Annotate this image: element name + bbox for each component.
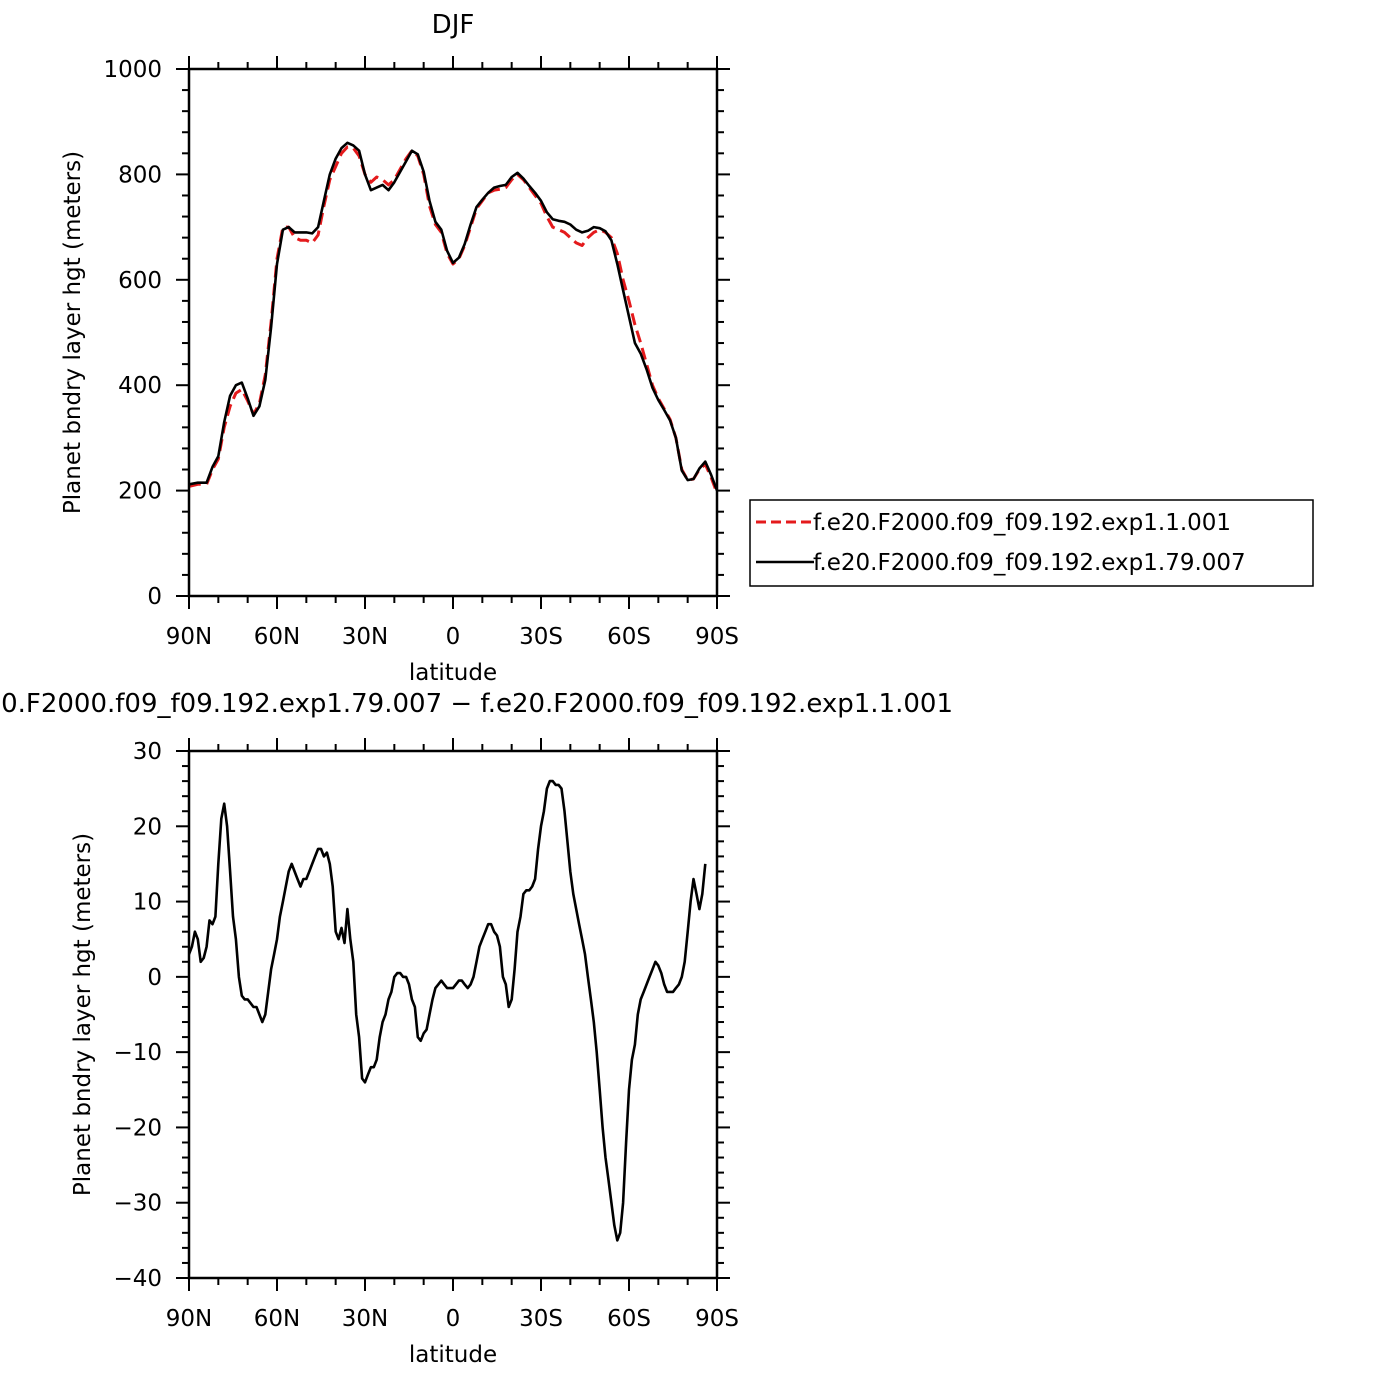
x-tick-label: 0 [446,624,461,650]
y-tick-label: 30 [133,739,162,765]
ticks [176,56,730,609]
y-tick-label: −20 [113,1115,162,1141]
chart-top: DJF 90N 60N 30N 0 30S 60S 90S 0 200 400 600 800 1000 l… [60,10,739,686]
series-line-0 [189,145,717,494]
y-tick-label: 1000 [103,57,162,83]
x-tick-label: 30N [342,1306,388,1332]
y-tick-label: 20 [133,814,162,840]
ticks [176,738,730,1291]
chart-title: f.e20.F2000.f09_f09.192.exp1.79.007 − f.… [0,689,953,719]
plot-area [189,141,717,494]
x-tick-label: 90S [695,1306,739,1332]
x-tick-label: 60N [254,1306,300,1332]
x-tick-label: 60S [607,1306,651,1332]
x-tick-label: 30N [342,624,388,650]
x-tick-label: 90S [695,624,739,650]
y-tick-label: 600 [118,268,162,294]
y-tick-label: −30 [113,1191,162,1217]
y-tick-label: 10 [133,890,162,916]
y-tick-label: −40 [113,1266,162,1292]
x-tick-label: 60S [607,624,651,650]
chart-title: DJF [432,10,475,40]
y-tick-label: −10 [113,1040,162,1066]
x-tick-label: 0 [446,1306,461,1332]
x-axis-label: latitude [409,1342,497,1368]
y-tick-label: 0 [147,965,162,991]
y-tick-label: 200 [118,479,162,505]
y-axis-label: Planet bndry layer hgt (meters) [70,833,96,1196]
y-axis-label: Planet bndry layer hgt (meters) [60,151,86,514]
series-line-1 [189,141,717,492]
plot-area [189,779,707,1242]
legend-box [749,499,1314,587]
legend-label-1: f.e20.F2000.f09_f09.192.exp1.79.007 [813,550,1246,576]
x-tick-label: 90N [166,1306,212,1332]
legend: f.e20.F2000.f09_f09.192.exp1.1.001 f.e20.… [749,499,1314,587]
x-tick-label: 90N [166,624,212,650]
y-tick-label: 800 [118,162,162,188]
x-tick-label: 60N [254,624,300,650]
y-tick-label: 0 [147,584,162,610]
x-tick-label: 30S [519,624,563,650]
x-axis-label: latitude [409,660,497,686]
x-tick-label: 30S [519,1306,563,1332]
legend-label-0: f.e20.F2000.f09_f09.192.exp1.1.001 [813,510,1231,536]
chart-bottom: f.e20.F2000.f09_f09.192.exp1.79.007 − f.… [0,689,953,1368]
series-line-0 [189,779,707,1242]
y-tick-label: 400 [118,373,162,399]
